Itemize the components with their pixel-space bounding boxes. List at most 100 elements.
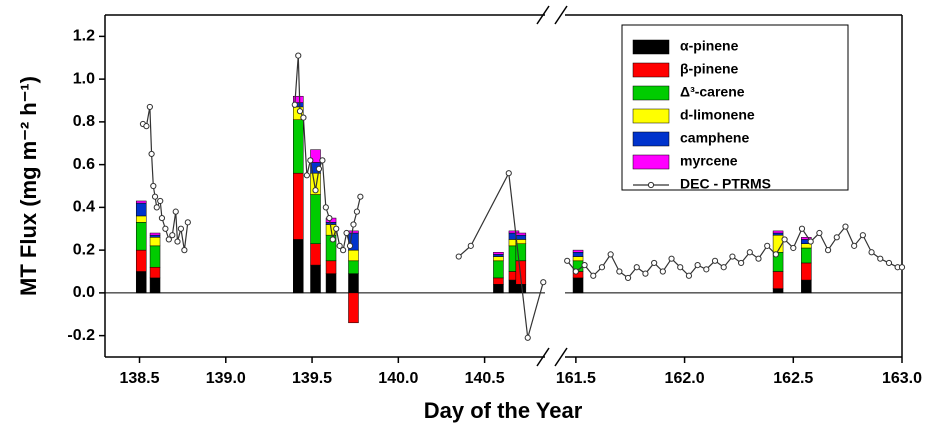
flux-point [572,268,579,275]
x-axis-label: Day of the Year [424,398,583,423]
flux-point [162,225,169,232]
bar-segment [135,200,147,204]
flux-point [340,247,347,254]
flux-point [322,204,329,211]
bar-segment [348,273,359,294]
flux-point [659,268,666,275]
legend-swatch [632,131,670,147]
flux-point [668,255,675,262]
flux-point [624,274,632,282]
flux-point [143,123,150,130]
bar-segment [515,234,527,240]
flux-point [885,259,893,267]
axis-break [536,5,550,25]
flux-point [455,253,462,260]
flux-point [146,103,153,111]
bar-segment [508,230,520,234]
bar-segment [293,119,304,174]
flux-point [859,232,866,239]
bar-segment [572,249,584,253]
x-tick-label: 140.0 [378,370,418,387]
bar-segment [135,271,147,294]
bar-segment [572,277,584,294]
flux-point [755,255,762,262]
bar-segment [149,266,161,279]
bar-segment [772,232,784,236]
y-tick-label: -0.2 [67,327,95,344]
flux-point [616,268,623,275]
flux-point [303,172,310,179]
bar-segment [135,249,147,272]
legend-swatch [632,154,670,170]
flux-point [169,232,176,239]
flux-point [165,236,172,243]
bar-segment [149,232,161,236]
bar-segment [348,230,359,234]
bar-segment [149,234,161,238]
bar-segment [493,260,504,279]
legend-label: camphene [680,130,749,146]
flux-point [312,187,319,194]
bar-segment [325,260,337,274]
flux-point [172,208,179,215]
x-tick-label: 140.5 [465,370,505,387]
bar-segment [772,288,784,294]
flux-point [711,257,719,264]
y-tick-label: 0.4 [73,199,95,216]
x-tick-label: 161.5 [556,370,596,387]
flux-point [181,247,188,254]
y-tick-label: 0.0 [73,284,95,301]
legend-label: myrcene [680,153,738,169]
x-tick-label: 162.5 [773,370,813,387]
bar-segment [515,232,527,236]
flux-point [598,264,606,271]
flux-point [842,223,849,230]
flux-point [150,182,157,190]
flux-point [798,225,806,232]
flux-point [353,208,361,215]
y-tick-label: 1.2 [73,28,95,45]
flux-point [898,264,906,271]
flux-point [685,272,693,279]
bar-segment [310,194,321,244]
x-tick-label: 139.0 [206,370,246,387]
flux-point [694,261,701,269]
flux-point [505,170,512,177]
flux-point [564,257,571,264]
bar-segment [801,247,812,264]
bar-segment [493,284,504,294]
flux-point [319,157,326,164]
flux-point [291,101,298,108]
flux-point [153,204,160,211]
bar-segment [325,273,337,294]
flux-point [703,266,710,273]
legend-swatch [632,85,670,101]
legend-label: DEC - PTRMS [680,176,771,192]
flux-point [295,52,302,59]
y-tick-label: 0.6 [73,156,95,173]
flux-point [350,221,357,228]
bar-segment [135,222,147,251]
flux-point [807,238,814,245]
flux-point [326,214,333,222]
axis-break [554,347,568,367]
x-tick-label: 139.5 [292,370,332,387]
flux-point [816,229,823,237]
flux-point [307,157,314,164]
flux-point [764,242,771,249]
flux-point [151,193,159,200]
flux-point [346,242,354,249]
legend-swatch [632,39,670,55]
bar-segment [310,243,321,266]
axis-break [554,5,568,25]
flux-point [729,253,736,260]
bar-segment [772,271,784,289]
flux-point [467,242,474,249]
flux-line [566,225,902,279]
bar-segment [348,292,359,324]
flux-point [177,225,185,232]
flux-point [581,261,588,269]
legend-label: Δ³-carene [680,84,745,100]
bar-segment [293,239,304,294]
flux-point [677,264,684,271]
